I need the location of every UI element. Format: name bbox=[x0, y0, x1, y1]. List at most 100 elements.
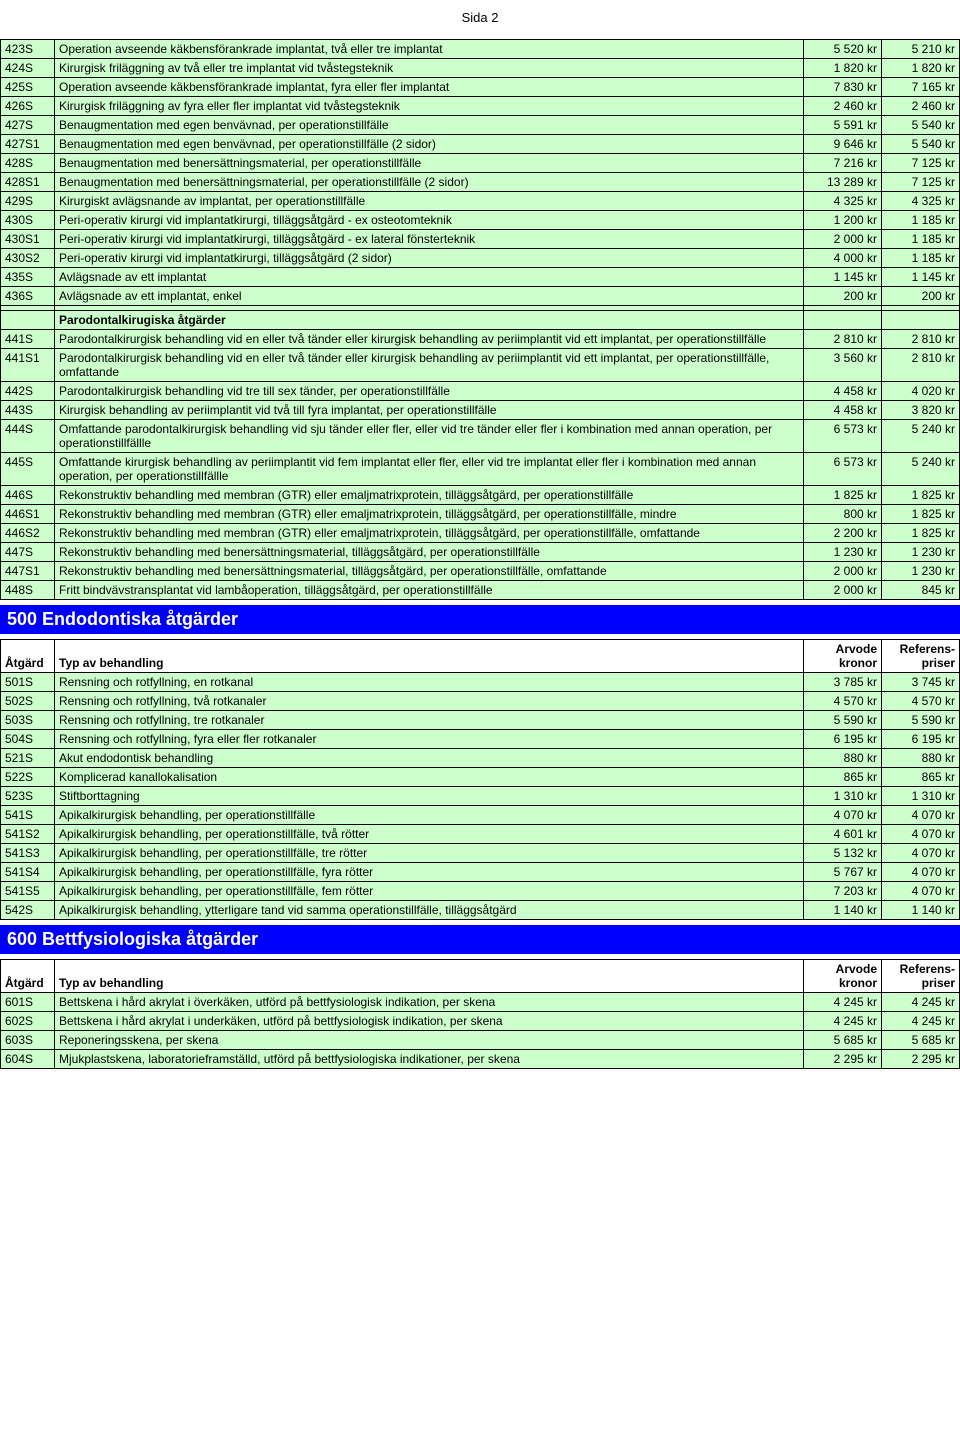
table-row: 521SAkut endodontisk behandling880 kr880… bbox=[1, 749, 960, 768]
price1-cell: 1 310 kr bbox=[804, 787, 882, 806]
price2-cell: 4 070 kr bbox=[882, 863, 960, 882]
desc-cell: Operation avseende käkbensförankrade imp… bbox=[55, 40, 804, 59]
code-cell: 445S bbox=[1, 453, 55, 486]
desc-cell: Rekonstruktiv behandling med membran (GT… bbox=[55, 505, 804, 524]
price2-cell: 4 070 kr bbox=[882, 844, 960, 863]
desc-cell: Bettskena i hård akrylat i överkäken, ut… bbox=[55, 993, 804, 1012]
code-cell: 604S bbox=[1, 1050, 55, 1069]
code-cell: 442S bbox=[1, 382, 55, 401]
section-title-row: 600 Bettfysiologiska åtgärder bbox=[1, 926, 960, 954]
table-row: 427SBenaugmentation med egen benvävnad, … bbox=[1, 116, 960, 135]
price2-cell: 1 820 kr bbox=[882, 59, 960, 78]
table-row: 602SBettskena i hård akrylat i underkäke… bbox=[1, 1012, 960, 1031]
price2-cell: 7 125 kr bbox=[882, 173, 960, 192]
col-header-code: Åtgärd bbox=[1, 640, 55, 673]
code-cell: 428S bbox=[1, 154, 55, 173]
desc-cell: Rensning och rotfyllning, två rotkanaler bbox=[55, 692, 804, 711]
price1-cell: 5 767 kr bbox=[804, 863, 882, 882]
code-cell: 428S1 bbox=[1, 173, 55, 192]
price1-cell: 1 820 kr bbox=[804, 59, 882, 78]
table-row: 424SKirurgisk friläggning av två eller t… bbox=[1, 59, 960, 78]
price1-cell: 2 000 kr bbox=[804, 230, 882, 249]
price2-cell: 5 590 kr bbox=[882, 711, 960, 730]
code-cell: 523S bbox=[1, 787, 55, 806]
table-row: 441SParodontalkirurgisk behandling vid e… bbox=[1, 330, 960, 349]
price2-cell: 1 145 kr bbox=[882, 268, 960, 287]
desc-cell: Rensning och rotfyllning, en rotkanal bbox=[55, 673, 804, 692]
code-cell: 429S bbox=[1, 192, 55, 211]
table-row: 604SMjukplastskena, laboratorieframställ… bbox=[1, 1050, 960, 1069]
table-row: 447S1Rekonstruktiv behandling med beners… bbox=[1, 562, 960, 581]
table-row: 504SRensning och rotfyllning, fyra eller… bbox=[1, 730, 960, 749]
desc-cell: Parodontalkirurgisk behandling vid en el… bbox=[55, 330, 804, 349]
code-cell: 542S bbox=[1, 901, 55, 920]
price2-cell: 6 195 kr bbox=[882, 730, 960, 749]
code-cell: 541S bbox=[1, 806, 55, 825]
code-cell: 504S bbox=[1, 730, 55, 749]
price2-cell: 7 165 kr bbox=[882, 78, 960, 97]
table-row: 523SStiftborttagning1 310 kr1 310 kr bbox=[1, 787, 960, 806]
price1-cell: 2 295 kr bbox=[804, 1050, 882, 1069]
price1-cell: 2 460 kr bbox=[804, 97, 882, 116]
table-row: 446S1Rekonstruktiv behandling med membra… bbox=[1, 505, 960, 524]
desc-cell: Fritt bindvävstransplantat vid lambåoper… bbox=[55, 581, 804, 600]
price2-cell: 3 745 kr bbox=[882, 673, 960, 692]
code-cell: 541S5 bbox=[1, 882, 55, 901]
desc-cell: Apikalkirurgisk behandling, per operatio… bbox=[55, 882, 804, 901]
price2-cell: 5 540 kr bbox=[882, 135, 960, 154]
table-row: 541S5Apikalkirurgisk behandling, per ope… bbox=[1, 882, 960, 901]
price2-cell: 1 185 kr bbox=[882, 249, 960, 268]
page-header: Sida 2 bbox=[0, 0, 960, 39]
price1-cell: 2 200 kr bbox=[804, 524, 882, 543]
col-header-referens: Referens-priser bbox=[882, 960, 960, 993]
col-header-code: Åtgärd bbox=[1, 960, 55, 993]
price2-cell: 880 kr bbox=[882, 749, 960, 768]
desc-cell: Mjukplastskena, laboratorieframställd, u… bbox=[55, 1050, 804, 1069]
desc-cell: Apikalkirurgisk behandling, per operatio… bbox=[55, 806, 804, 825]
code-cell: 446S2 bbox=[1, 524, 55, 543]
table-row: 429SKirurgiskt avlägsnande av implantat,… bbox=[1, 192, 960, 211]
price1-cell: 1 200 kr bbox=[804, 211, 882, 230]
code-cell: 446S1 bbox=[1, 505, 55, 524]
price1-cell: 5 132 kr bbox=[804, 844, 882, 863]
price1-cell: 5 590 kr bbox=[804, 711, 882, 730]
table-row: 427S1Benaugmentation med egen benvävnad,… bbox=[1, 135, 960, 154]
desc-cell: Parodontalkirurgisk behandling vid tre t… bbox=[55, 382, 804, 401]
section-title: 600 Bettfysiologiska åtgärder bbox=[1, 926, 960, 954]
price2-cell: 4 245 kr bbox=[882, 1012, 960, 1031]
price-table: 423SOperation avseende käkbensförankrade… bbox=[0, 39, 960, 1069]
price1-cell: 4 325 kr bbox=[804, 192, 882, 211]
desc-cell: Omfattande parodontalkirurgisk behandlin… bbox=[55, 420, 804, 453]
code-cell: 423S bbox=[1, 40, 55, 59]
table-row: 502SRensning och rotfyllning, två rotkan… bbox=[1, 692, 960, 711]
code-cell: 541S3 bbox=[1, 844, 55, 863]
code-cell: 425S bbox=[1, 78, 55, 97]
price1-cell: 3 560 kr bbox=[804, 349, 882, 382]
table-row: 541S4Apikalkirurgisk behandling, per ope… bbox=[1, 863, 960, 882]
price2-cell: 1 185 kr bbox=[882, 211, 960, 230]
desc-cell: Benaugmentation med benersättningsmateri… bbox=[55, 173, 804, 192]
column-header-row: ÅtgärdTyp av behandlingArvodekronorRefer… bbox=[1, 640, 960, 673]
code-cell: 503S bbox=[1, 711, 55, 730]
price1-cell: 7 216 kr bbox=[804, 154, 882, 173]
code-cell: 430S2 bbox=[1, 249, 55, 268]
code-cell: 435S bbox=[1, 268, 55, 287]
price1-cell: 4 000 kr bbox=[804, 249, 882, 268]
code-cell: 501S bbox=[1, 673, 55, 692]
desc-cell: Benaugmentation med egen benvävnad, per … bbox=[55, 135, 804, 154]
price2-cell: 5 685 kr bbox=[882, 1031, 960, 1050]
price2-cell: 5 540 kr bbox=[882, 116, 960, 135]
price2-cell: 5 240 kr bbox=[882, 453, 960, 486]
desc-cell: Apikalkirurgisk behandling, per operatio… bbox=[55, 825, 804, 844]
subheading-label: Parodontalkirugiska åtgärder bbox=[59, 313, 226, 327]
price2-cell: 3 820 kr bbox=[882, 401, 960, 420]
desc-cell: Komplicerad kanallokalisation bbox=[55, 768, 804, 787]
code-cell: 448S bbox=[1, 581, 55, 600]
price1-cell: 4 245 kr bbox=[804, 1012, 882, 1031]
price2-cell: 865 kr bbox=[882, 768, 960, 787]
price1-cell: 13 289 kr bbox=[804, 173, 882, 192]
code-cell: 447S bbox=[1, 543, 55, 562]
code-cell: 436S bbox=[1, 287, 55, 306]
price1-cell: 5 520 kr bbox=[804, 40, 882, 59]
price2-cell: 4 020 kr bbox=[882, 382, 960, 401]
